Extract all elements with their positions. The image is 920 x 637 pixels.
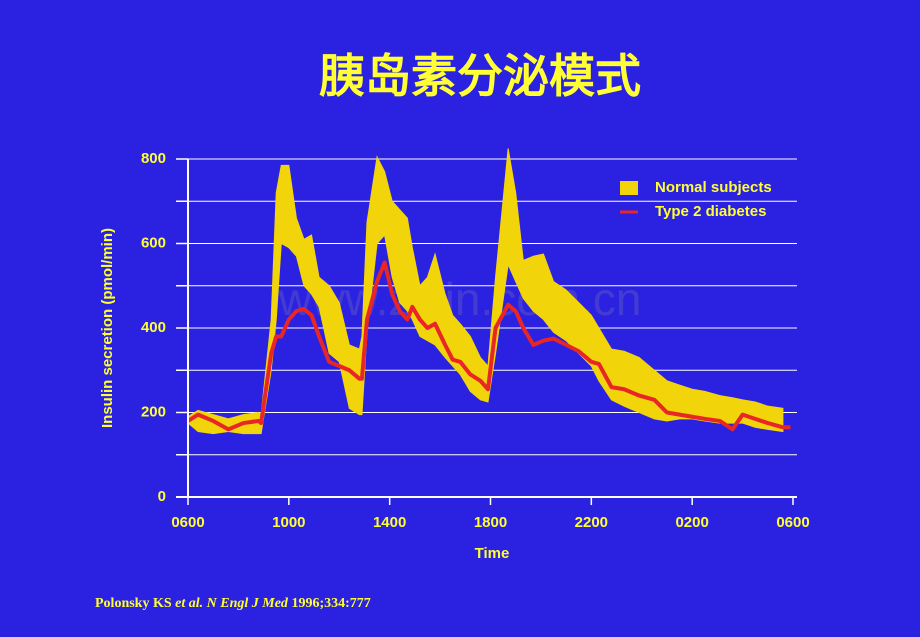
x-tick-label: 0600 (171, 514, 204, 531)
legend-label: Normal subjects (655, 179, 772, 196)
x-tick-label: 1000 (272, 514, 305, 531)
y-tick-label: 800 (141, 150, 166, 167)
source-etal: et al. (175, 596, 203, 611)
source-cite: 1996;334:777 (291, 596, 370, 611)
x-tick-label: 1800 (474, 514, 507, 531)
x-axis-label: Time (475, 545, 510, 562)
x-tick-label: 1400 (373, 514, 406, 531)
diabetes-line (186, 260, 791, 432)
legend-label: Type 2 diabetes (655, 203, 766, 220)
y-tick-label: 200 (141, 403, 166, 420)
legend-swatch (620, 181, 638, 195)
source-journal: N Engl J Med (206, 596, 289, 611)
source: Polonsky KS et al. N Engl J Med 1996;334… (95, 596, 371, 611)
y-tick-label: 600 (141, 234, 166, 251)
chart-title: 胰岛素分泌模式 (319, 50, 641, 102)
x-tick-label: 0200 (675, 514, 708, 531)
y-tick-label: 0 (158, 488, 166, 505)
y-tick-label: 400 (141, 319, 166, 336)
x-tick-label: 2200 (575, 514, 608, 531)
normal-band (187, 148, 784, 435)
x-tick-label: 0600 (776, 514, 809, 531)
y-axis-label: Insulin secretion (pmol/min) (99, 228, 116, 428)
source-author: Polonsky KS (95, 596, 172, 611)
